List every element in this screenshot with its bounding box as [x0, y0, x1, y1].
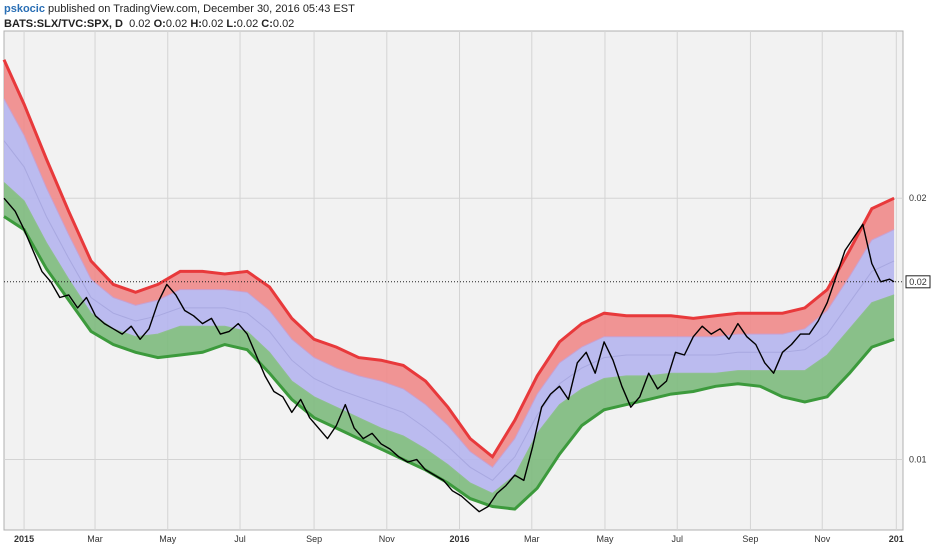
middle-band-fill: [4, 98, 895, 494]
x-tick-label: Sep: [306, 534, 322, 544]
high-label: H:: [190, 18, 202, 30]
x-tick-label: 2015: [14, 534, 34, 544]
x-tick-label: May: [159, 534, 177, 544]
x-tick-label: 201: [889, 534, 904, 544]
last-price-box: [905, 275, 931, 289]
x-tick-label: Nov: [379, 534, 396, 544]
close-value: 0.02: [272, 18, 295, 30]
y-tick-label: 0.01: [909, 454, 927, 464]
x-tick-label: Mar: [87, 534, 103, 544]
last-price-label: 0.02: [909, 277, 927, 287]
x-tick-label: 2016: [450, 534, 470, 544]
x-tick-label: Jul: [671, 534, 683, 544]
low-label: L:: [226, 18, 237, 30]
y-tick-label: 0.02: [909, 193, 927, 203]
lower-band-fill: [4, 182, 895, 510]
mid-line: [3, 140, 895, 482]
price-line: [3, 197, 895, 513]
open-value: 0.02: [129, 18, 151, 30]
x-tick-label: Mar: [524, 534, 540, 544]
upper-band-line: [2, 59, 895, 460]
author-link[interactable]: pskocic: [4, 3, 45, 15]
high-value: 0.02: [201, 18, 224, 30]
publish-info: published on TradingView.com, December 3…: [44, 3, 355, 15]
chart-header: pskocic published on TradingView.com, De…: [4, 2, 355, 32]
lower-band-line: [3, 215, 895, 511]
x-tick-label: Sep: [742, 534, 758, 544]
low-value: 0.02: [236, 18, 259, 30]
x-tick-label: Nov: [814, 534, 831, 544]
open-label: O:: [153, 18, 166, 30]
x-tick-label: Jul: [234, 534, 246, 544]
lower-mid-line: [3, 182, 895, 494]
ohlc-line: BATS:SLX/TVC:SPX, D 0.02 O:0.02 H:0.02 L…: [4, 17, 355, 32]
close-label: C:: [261, 18, 273, 30]
x-tick-label: May: [596, 534, 614, 544]
open-value-2: 0.02: [165, 18, 188, 30]
symbol-label: BATS:SLX/TVC:SPX, D: [4, 18, 123, 30]
publish-line: pskocic published on TradingView.com, De…: [4, 2, 355, 17]
